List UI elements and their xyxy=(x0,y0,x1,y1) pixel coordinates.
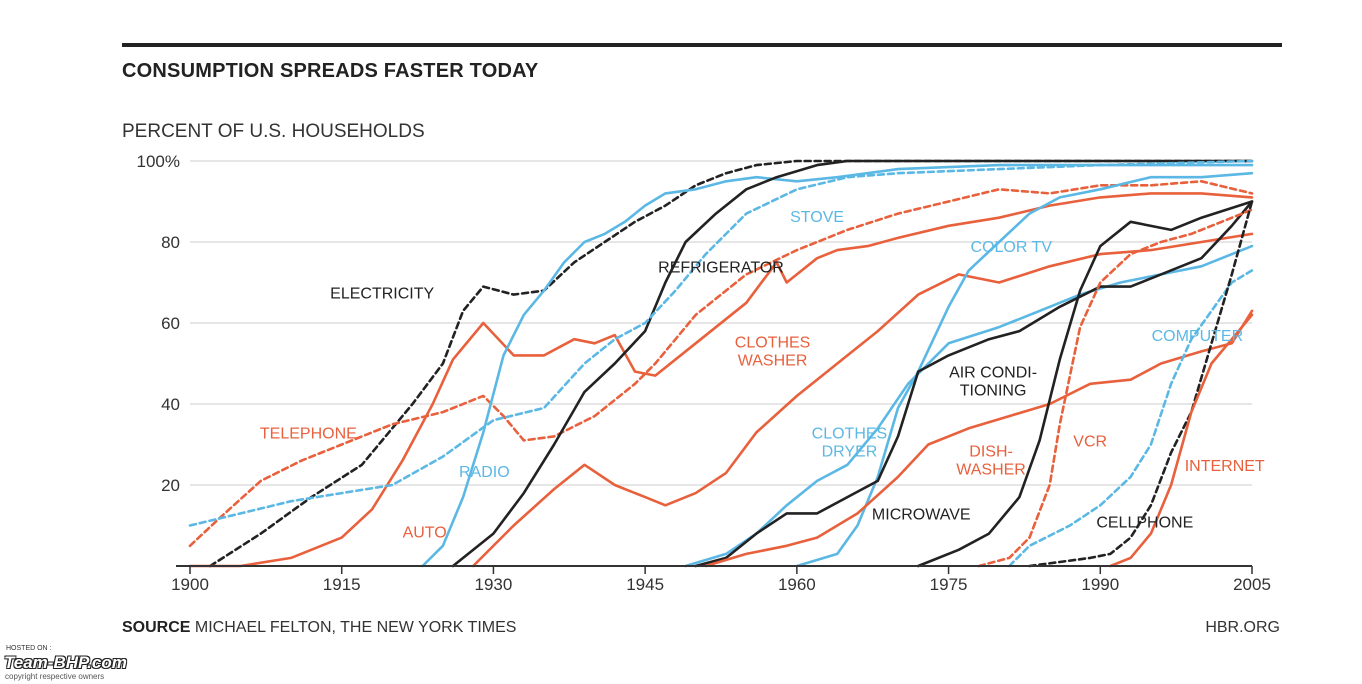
series-line-electricity xyxy=(208,159,1254,568)
series-label: TELEPHONE xyxy=(260,425,357,442)
series-label: DISH-WASHER xyxy=(956,444,1026,479)
series-label: INTERNET xyxy=(1185,458,1265,475)
series-line-radio xyxy=(421,163,1254,568)
top-rule xyxy=(122,43,1282,47)
source-label: SOURCE xyxy=(122,619,191,636)
watermark-copyright: copyright respective owners xyxy=(5,672,105,681)
series-line-clothes-washer xyxy=(471,232,1254,568)
series-label: CLOTHES DRYER xyxy=(812,425,888,460)
watermark-hosted: HOSTED ON : xyxy=(6,645,52,652)
x-tick-label: 2005 xyxy=(1233,575,1271,594)
source-credit: SOURCE MICHAEL FELTON, THE NEW YORK TIME… xyxy=(122,619,516,637)
series-label: STOVE xyxy=(790,209,844,226)
series-label: ELECTRICITY xyxy=(330,286,434,303)
x-tick-label: 1960 xyxy=(778,575,816,594)
series-label: COMPUTER xyxy=(1152,328,1244,345)
x-tick-label: 1945 xyxy=(626,575,664,594)
chart-subtitle: PERCENT OF U.S. HOUSEHOLDS xyxy=(122,121,425,142)
series-line-color-tv xyxy=(795,171,1254,568)
series-line-microwave xyxy=(916,200,1254,568)
series-label: RADIO xyxy=(459,464,510,481)
series-layer xyxy=(188,159,1254,568)
axis-layer: 100% 80 60 40 20 1900 1915 1930 1945 1960 1975 1990… xyxy=(137,152,1271,594)
watermark-brand: Team-BHP.com xyxy=(4,653,127,672)
x-tick-label: 1930 xyxy=(475,575,513,594)
series-label: COLOR TV xyxy=(971,239,1053,256)
series-line-dish-washer xyxy=(704,309,1254,568)
x-tick-label: 1990 xyxy=(1081,575,1119,594)
y-tick-label: 20 xyxy=(161,476,180,495)
chart-title: CONSUMPTION SPREADS FASTER TODAY xyxy=(122,60,539,82)
series-label: MICROWAVE xyxy=(872,506,971,523)
series-line-internet xyxy=(1109,313,1254,568)
publisher-credit: HBR.ORG xyxy=(1205,619,1280,636)
y-tick-label: 60 xyxy=(161,314,180,333)
series-line-computer xyxy=(1008,269,1254,568)
series-label: CLOTHES WASHER xyxy=(735,334,811,369)
series-label: CELLPHONE xyxy=(1096,515,1193,532)
x-tick-label: 1915 xyxy=(323,575,361,594)
series-line-auto xyxy=(188,192,1254,568)
series-line-cellphone xyxy=(1028,200,1254,568)
series-label: AUTO xyxy=(403,525,447,542)
series-label: VCR xyxy=(1073,434,1107,451)
y-tick-label: 40 xyxy=(161,395,180,414)
series-line-refrigerator xyxy=(451,159,1254,568)
series-line-air-conditioning xyxy=(694,200,1254,568)
label-layer: ELECTRICITY TELEPHONE AUTO RADIO REFRIGERATO… xyxy=(260,209,1265,542)
series-line-stove xyxy=(188,159,1254,527)
source-text: MICHAEL FELTON, THE NEW YORK TIMES xyxy=(194,619,517,636)
x-tick-label: 1900 xyxy=(171,575,209,594)
series-label: AIR CONDI-TIONING xyxy=(949,365,1037,400)
series-label: REFRIGERATOR xyxy=(658,259,784,276)
y-tick-label: 80 xyxy=(161,233,180,252)
y-tick-label: 100% xyxy=(137,152,180,171)
series-line-clothes-dryer xyxy=(684,244,1254,568)
series-line-vcr xyxy=(977,208,1254,568)
x-tick-label: 1975 xyxy=(930,575,968,594)
